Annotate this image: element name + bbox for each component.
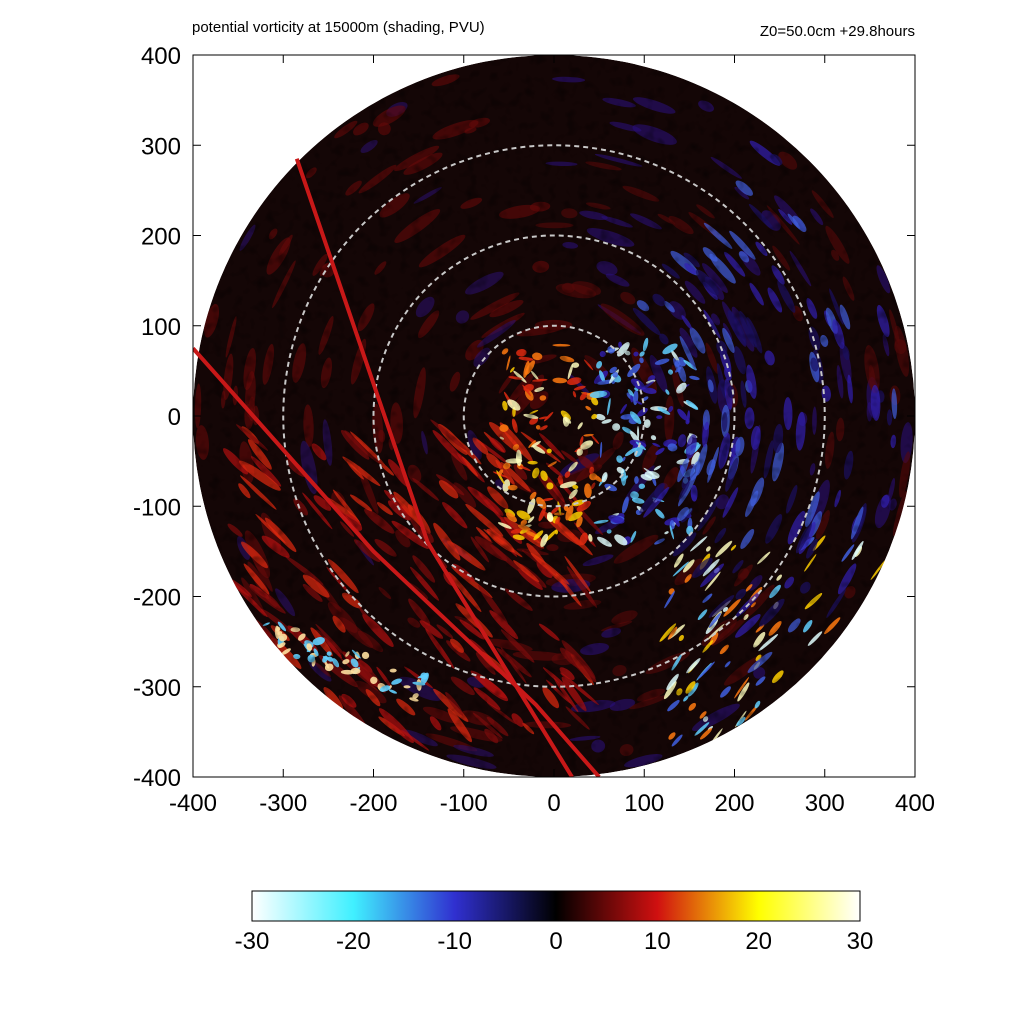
y-tick-label: 300 — [141, 133, 181, 160]
colorbar: -30 -20 -10 0 10 20 30 — [235, 890, 874, 955]
plot-area — [193, 55, 915, 777]
range-ring — [372, 234, 736, 598]
y-tick-label: -300 — [133, 675, 181, 702]
y-tick-label: 100 — [141, 314, 181, 341]
range-ring — [462, 324, 646, 508]
x-tick-label: 100 — [624, 790, 664, 817]
colorbar-ticks: -30 -20 -10 0 10 20 30 — [235, 928, 874, 955]
pv-field-speckle — [193, 55, 915, 777]
y-tick-label: -400 — [133, 765, 181, 792]
colorbar-tick-label: 10 — [644, 928, 671, 955]
colorbar-tick-label: 20 — [745, 928, 772, 955]
colorbar-tick-label: 30 — [847, 928, 874, 955]
red-line — [294, 158, 574, 777]
x-tick-label: -100 — [440, 790, 488, 817]
y-tick-label: -100 — [133, 494, 181, 521]
colorbar-tick-label: 0 — [549, 928, 562, 955]
range-ring — [282, 144, 826, 688]
chart-time-label: Z0=50.0cm +29.8hours — [760, 23, 915, 40]
x-tick-label: -200 — [349, 790, 397, 817]
pv-field-disk — [193, 55, 915, 777]
chart-title: potential vorticity at 15000m (shading, … — [192, 19, 485, 36]
red-lines — [193, 158, 601, 777]
x-tick-label: 0 — [547, 790, 560, 817]
range-rings — [282, 144, 826, 688]
x-axis: -400 -300 -200 -100 0 100 200 300 400 — [169, 55, 935, 817]
x-tick-label: 400 — [895, 790, 935, 817]
x-tick-label: -300 — [259, 790, 307, 817]
x-tick-label: 200 — [714, 790, 754, 817]
y-tick-label: 400 — [141, 43, 181, 70]
x-tick-label: -400 — [169, 790, 217, 817]
y-tick-label: 200 — [141, 224, 181, 251]
y-tick-label: -200 — [133, 585, 181, 612]
red-line — [193, 346, 601, 777]
y-tick-label: 0 — [168, 404, 181, 431]
colorbar-gradient — [251, 890, 861, 922]
colorbar-tick-label: -10 — [437, 928, 472, 955]
colorbar-tick-label: -20 — [336, 928, 371, 955]
colorbar-tick-label: -30 — [235, 928, 270, 955]
y-axis: 400 300 200 100 0 -100 -200 -300 -400 — [133, 43, 915, 792]
x-tick-label: 300 — [805, 790, 845, 817]
